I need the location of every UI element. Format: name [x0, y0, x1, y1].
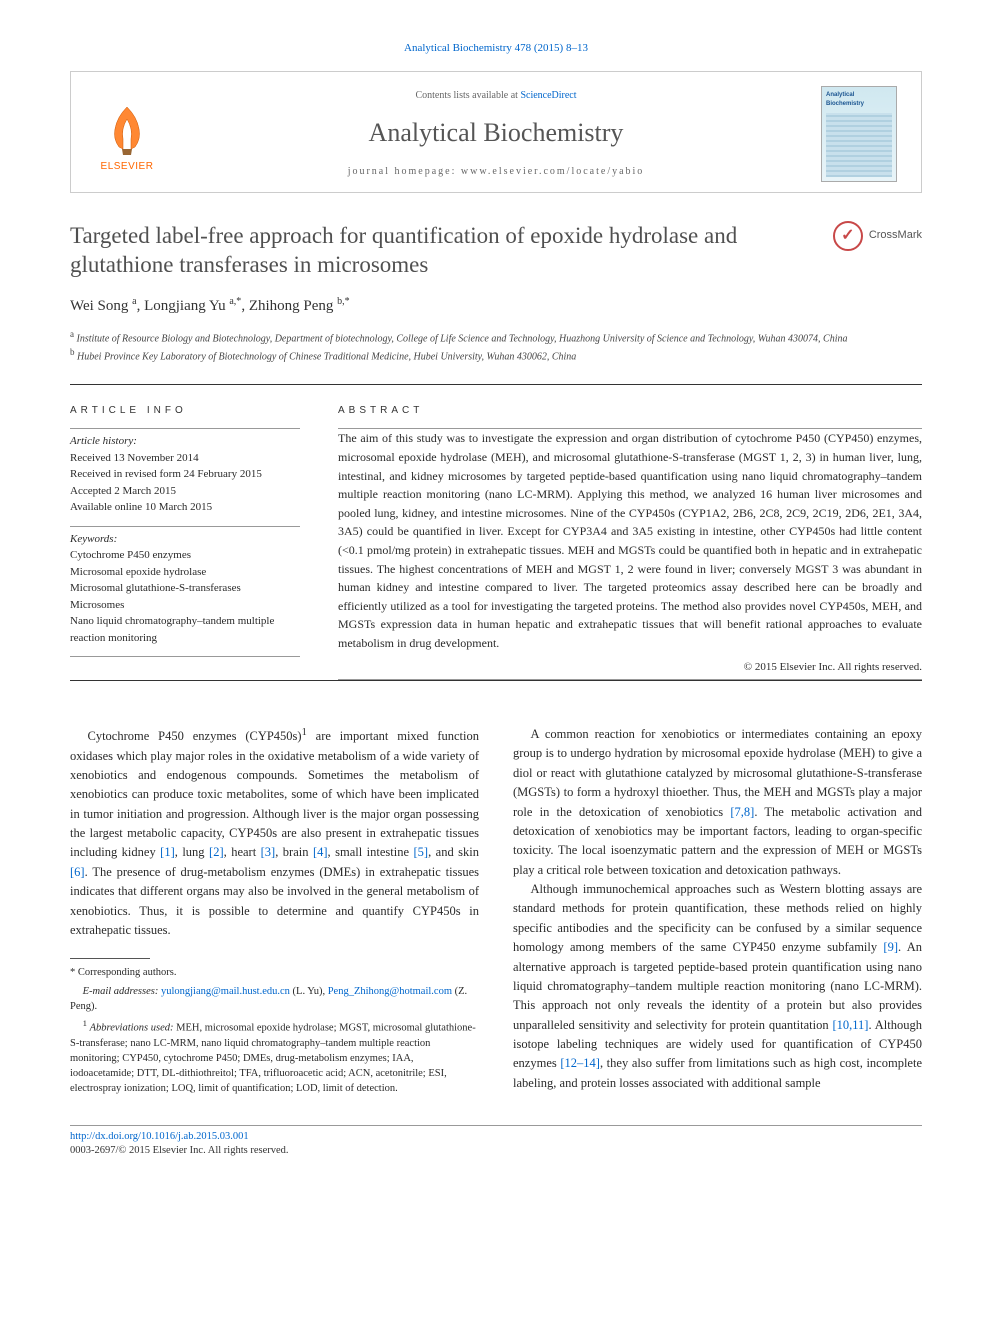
- affiliation-line: b Hubei Province Key Laboratory of Biote…: [70, 346, 922, 364]
- crossmark-label: CrossMark: [869, 227, 922, 244]
- authors-line: Wei Song a, Longjiang Yu a,*, Zhihong Pe…: [70, 294, 922, 318]
- footnotes-block: * Corresponding authors. E-mail addresse…: [70, 958, 479, 1096]
- article-info-column: ARTICLE INFO Article history: Received 1…: [70, 389, 300, 680]
- crossmark-check-icon: [833, 221, 863, 251]
- history-label: Article history:: [70, 433, 300, 450]
- ref-link[interactable]: [7,8]: [730, 805, 754, 819]
- history-line: Received in revised form 24 February 201…: [70, 466, 300, 483]
- abstract-column: ABSTRACT The aim of this study was to in…: [338, 389, 922, 680]
- info-abstract-grid: ARTICLE INFO Article history: Received 1…: [70, 389, 922, 680]
- elsevier-tree-icon: [97, 99, 157, 159]
- affiliations-block: a Institute of Resource Biology and Biot…: [70, 328, 922, 365]
- email-link[interactable]: Peng_Zhihong@hotmail.com: [328, 986, 452, 997]
- header-center: Contents lists available at ScienceDirec…: [185, 88, 807, 179]
- keyword-line: Microsomes: [70, 597, 300, 614]
- divider: [70, 656, 300, 657]
- abstract-text: The aim of this study was to investigate…: [338, 429, 922, 652]
- publisher-logo: ELSEVIER: [91, 94, 163, 174]
- corresponding-authors-note: * Corresponding authors.: [70, 965, 479, 980]
- doi-block: http://dx.doi.org/10.1016/j.ab.2015.03.0…: [70, 1125, 922, 1159]
- divider: [70, 1125, 922, 1126]
- divider: [70, 680, 922, 681]
- journal-header-box: ELSEVIER Contents lists available at Sci…: [70, 71, 922, 193]
- article-info-heading: ARTICLE INFO: [70, 403, 300, 418]
- body-text: Cytochrome P450 enzymes (CYP450s)1 are i…: [70, 725, 922, 1097]
- ref-link[interactable]: [6]: [70, 865, 85, 879]
- affiliation-line: a Institute of Resource Biology and Biot…: [70, 328, 922, 346]
- citation-link[interactable]: Analytical Biochemistry 478 (2015) 8–13: [404, 42, 588, 54]
- history-lines: Received 13 November 2014Received in rev…: [70, 450, 300, 516]
- sciencedirect-link[interactable]: ScienceDirect: [520, 90, 576, 101]
- doi-link[interactable]: http://dx.doi.org/10.1016/j.ab.2015.03.0…: [70, 1131, 249, 1142]
- publisher-label: ELSEVIER: [101, 159, 154, 174]
- ref-link[interactable]: [1]: [160, 845, 175, 859]
- body-paragraph: A common reaction for xenobiotics or int…: [513, 725, 922, 880]
- cover-title: Analytical Biochemistry: [826, 91, 892, 109]
- email-addresses: E-mail addresses: yulongjiang@mail.hust.…: [70, 984, 479, 1014]
- ref-link[interactable]: [12–14]: [560, 1056, 600, 1070]
- history-line: Received 13 November 2014: [70, 450, 300, 467]
- abbreviations-note: 1 Abbreviations used: MEH, microsomal ep…: [70, 1017, 479, 1097]
- issn-copyright: 0003-2697/© 2015 Elsevier Inc. All right…: [70, 1145, 289, 1156]
- homepage-url: www.elsevier.com/locate/yabio: [461, 166, 644, 177]
- keyword-line: Cytochrome P450 enzymes: [70, 547, 300, 564]
- ref-link[interactable]: [5]: [413, 845, 428, 859]
- divider: [70, 428, 300, 429]
- history-line: Available online 10 March 2015: [70, 499, 300, 516]
- crossmark-badge[interactable]: CrossMark: [833, 221, 922, 251]
- keyword-line: Nano liquid chromatography–tandem multip…: [70, 613, 300, 646]
- article-title: Targeted label-free approach for quantif…: [70, 221, 813, 281]
- journal-cover-thumbnail: Analytical Biochemistry: [821, 86, 897, 182]
- copyright-line: © 2015 Elsevier Inc. All rights reserved…: [338, 659, 922, 676]
- ref-link[interactable]: [10,11]: [832, 1018, 868, 1032]
- keyword-line: Microsomal epoxide hydrolase: [70, 564, 300, 581]
- body-paragraph: Cytochrome P450 enzymes (CYP450s)1 are i…: [70, 725, 479, 940]
- title-row: Targeted label-free approach for quantif…: [70, 221, 922, 281]
- abstract-heading: ABSTRACT: [338, 403, 922, 418]
- email-link[interactable]: yulongjiang@mail.hust.edu.cn: [161, 986, 290, 997]
- cover-graphic: [826, 113, 892, 177]
- footnote-rule: [70, 958, 150, 959]
- ref-link[interactable]: [2]: [209, 845, 224, 859]
- contents-line: Contents lists available at ScienceDirec…: [185, 88, 807, 103]
- history-line: Accepted 2 March 2015: [70, 483, 300, 500]
- keywords-label: Keywords:: [70, 531, 300, 548]
- journal-name: Analytical Biochemistry: [185, 113, 807, 152]
- divider: [338, 679, 922, 680]
- body-paragraph: Although immunochemical approaches such …: [513, 880, 922, 1093]
- ref-link[interactable]: [9]: [883, 940, 898, 954]
- divider: [70, 384, 922, 385]
- divider: [70, 526, 300, 527]
- homepage-line: journal homepage: www.elsevier.com/locat…: [185, 164, 807, 179]
- top-citation: Analytical Biochemistry 478 (2015) 8–13: [70, 40, 922, 57]
- keyword-line: Microsomal glutathione-S-transferases: [70, 580, 300, 597]
- ref-link[interactable]: [4]: [313, 845, 328, 859]
- keyword-lines: Cytochrome P450 enzymesMicrosomal epoxid…: [70, 547, 300, 646]
- ref-link[interactable]: [3]: [261, 845, 276, 859]
